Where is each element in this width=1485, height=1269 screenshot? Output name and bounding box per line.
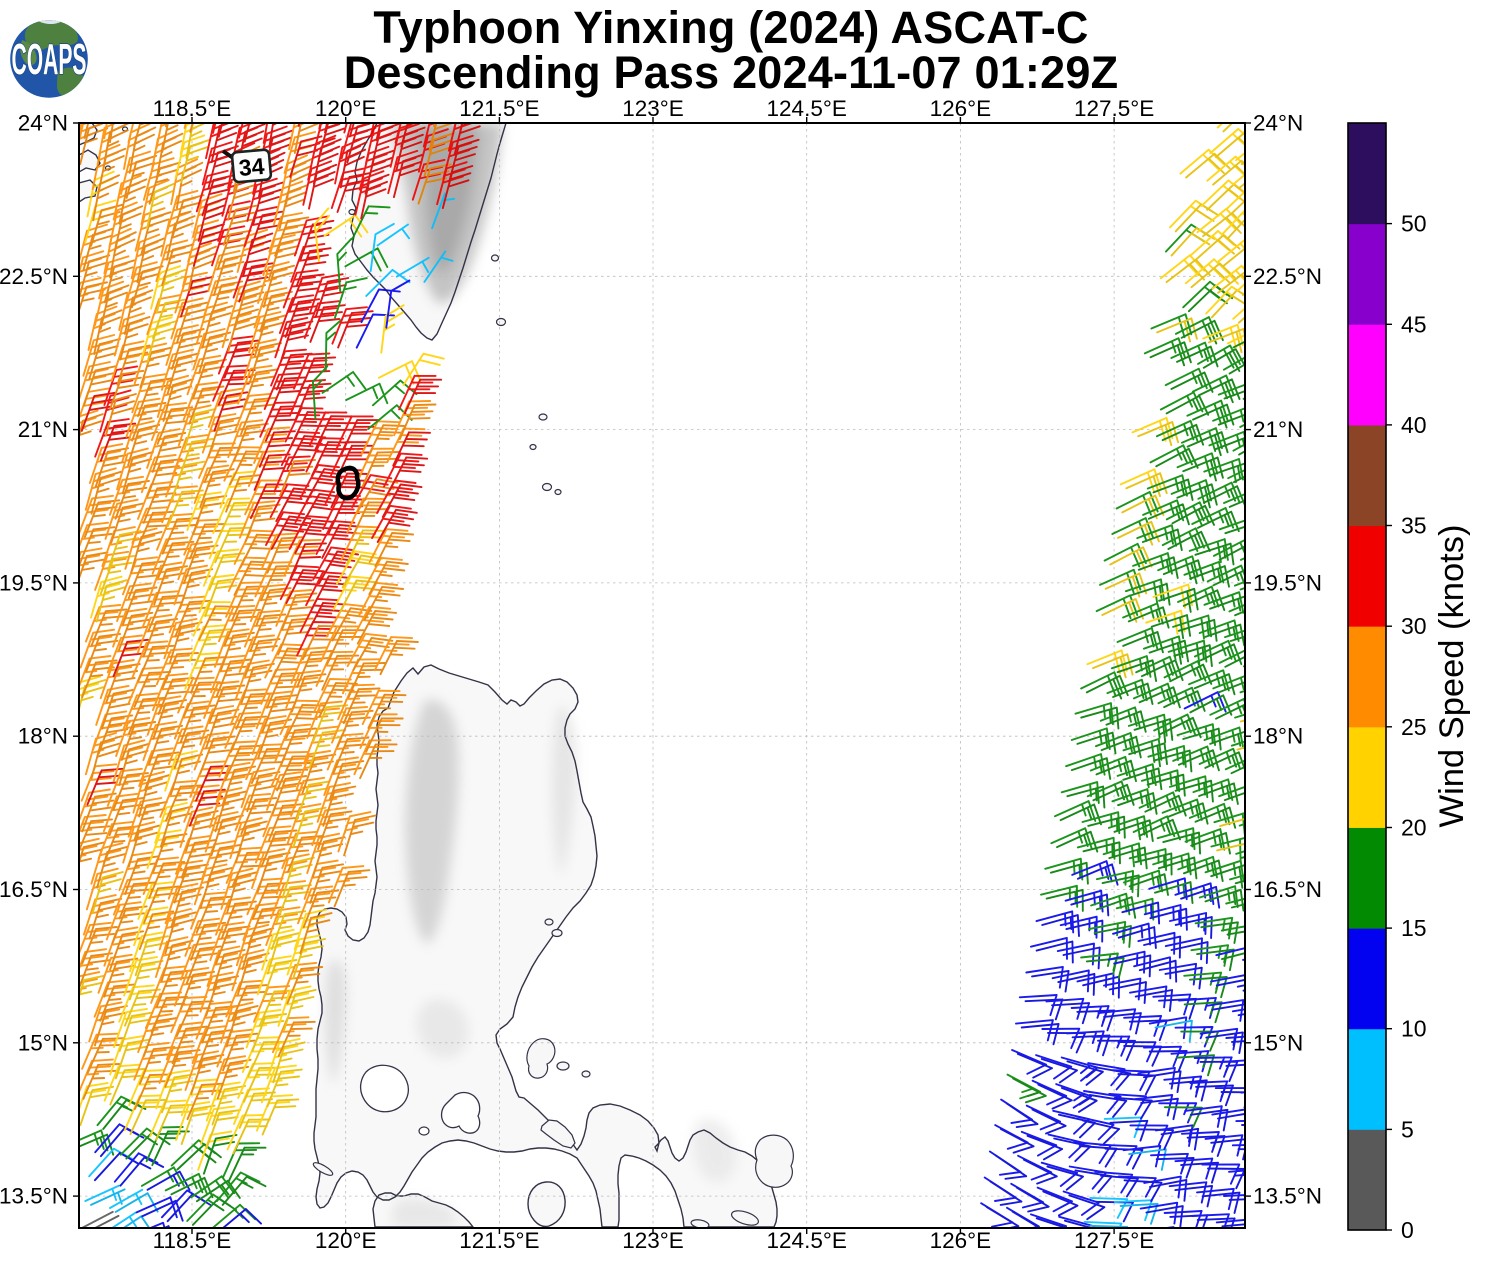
svg-text:123°E: 123°E <box>622 1228 684 1253</box>
svg-text:30: 30 <box>1401 613 1427 639</box>
svg-text:124.5°E: 124.5°E <box>767 96 847 121</box>
svg-text:19.5°N: 19.5°N <box>0 570 68 595</box>
svg-text:126°E: 126°E <box>930 96 992 121</box>
svg-text:Typhoon Yinxing (2024) ASCAT-C: Typhoon Yinxing (2024) ASCAT-C <box>373 2 1088 53</box>
svg-text:25: 25 <box>1401 714 1427 740</box>
svg-text:120°E: 120°E <box>315 1228 377 1253</box>
svg-text:5: 5 <box>1401 1116 1414 1142</box>
svg-text:21°N: 21°N <box>1253 417 1303 442</box>
svg-text:22.5°N: 22.5°N <box>0 264 68 289</box>
svg-text:21°N: 21°N <box>18 417 68 442</box>
svg-text:45: 45 <box>1401 311 1427 337</box>
svg-text:50: 50 <box>1401 211 1427 237</box>
svg-text:24°N: 24°N <box>1253 111 1303 136</box>
svg-text:34: 34 <box>238 153 266 181</box>
svg-text:127.5°E: 127.5°E <box>1074 96 1154 121</box>
svg-text:15: 15 <box>1401 915 1427 941</box>
svg-text:18°N: 18°N <box>18 724 68 749</box>
svg-text:22.5°N: 22.5°N <box>1253 264 1322 289</box>
svg-text:35: 35 <box>1401 513 1427 539</box>
svg-text:124.5°E: 124.5°E <box>767 1228 847 1253</box>
svg-text:24°N: 24°N <box>18 111 68 136</box>
svg-text:18°N: 18°N <box>1253 724 1303 749</box>
svg-text:118.5°E: 118.5°E <box>153 1228 232 1253</box>
svg-text:16.5°N: 16.5°N <box>0 877 68 902</box>
svg-text:20: 20 <box>1401 815 1427 841</box>
svg-text:13.5°N: 13.5°N <box>1253 1184 1322 1209</box>
svg-text:15°N: 15°N <box>18 1030 68 1055</box>
svg-text:Descending Pass 2024-11-07 01:: Descending Pass 2024-11-07 01:29Z <box>344 47 1119 98</box>
svg-text:127.5°E: 127.5°E <box>1074 1228 1154 1253</box>
svg-text:16.5°N: 16.5°N <box>1253 877 1322 902</box>
svg-text:15°N: 15°N <box>1253 1030 1303 1055</box>
svg-text:121.5°E: 121.5°E <box>459 1228 539 1253</box>
svg-text:13.5°N: 13.5°N <box>0 1184 68 1209</box>
svg-text:126°E: 126°E <box>930 1228 992 1253</box>
svg-text:10: 10 <box>1401 1016 1427 1042</box>
svg-text:40: 40 <box>1401 412 1427 438</box>
svg-text:120°E: 120°E <box>315 96 377 121</box>
svg-text:COAPS: COAPS <box>12 35 87 84</box>
svg-text:121.5°E: 121.5°E <box>459 96 539 121</box>
svg-text:19.5°N: 19.5°N <box>1253 570 1322 595</box>
svg-text:Wind Speed (knots): Wind Speed (knots) <box>1433 525 1471 828</box>
svg-text:0: 0 <box>1401 1217 1414 1243</box>
svg-text:123°E: 123°E <box>622 96 684 121</box>
svg-text:118.5°E: 118.5°E <box>153 96 232 121</box>
